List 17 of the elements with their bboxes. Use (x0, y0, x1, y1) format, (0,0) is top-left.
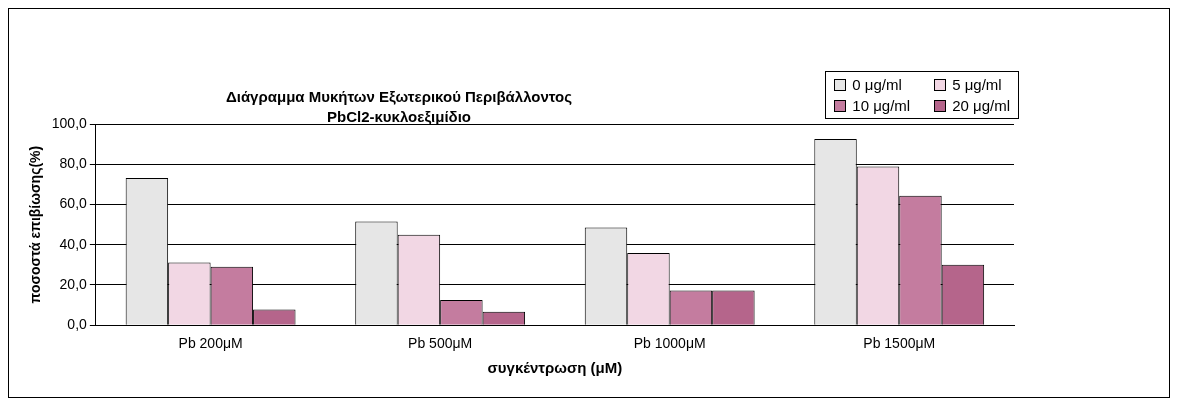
y-tick-label: 80,0 (59, 155, 88, 172)
x-tick-label: Pb 1500μM (863, 335, 936, 352)
legend-label: 10 μg/ml (852, 97, 911, 114)
y-tick-label: 40,0 (59, 235, 88, 252)
y-tick-label: 20,0 (59, 275, 88, 292)
chart-title: Διάγραμμα Μυκήτων Εξωτερικού Περιβάλλοντος PbCl2-κυκλοεξιμίδιο (224, 87, 574, 127)
y-tick-label: 0,0 (67, 316, 88, 333)
y-tick-label: 60,0 (59, 195, 88, 212)
legend-label: 0 μg/ml (852, 76, 902, 93)
x-tick-label: Pb 200μM (178, 335, 243, 352)
x-tick-label: Pb 500μM (408, 335, 473, 352)
y-tick-label: 100,0 (51, 114, 88, 131)
legend-label: 20 μg/ml (952, 97, 1010, 114)
x-axis-title: συγκέντρωση (μM) (487, 359, 623, 377)
x-tick-label: Pb 1000μM (633, 335, 706, 352)
y-axis-title: ποσοστά επιβίωσης(%) (27, 145, 44, 304)
legend-label: 5 μg/ml (952, 76, 1002, 93)
